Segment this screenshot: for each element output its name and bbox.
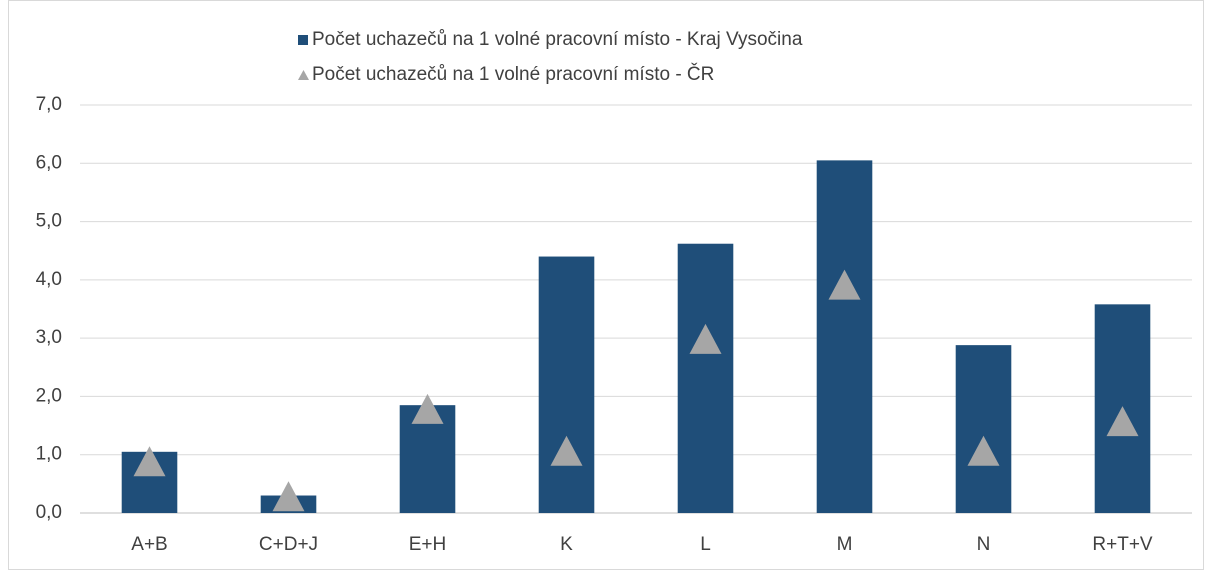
bar	[816, 160, 873, 513]
y-tick-label: 5,0	[36, 211, 62, 232]
x-tick-label: K	[560, 534, 573, 555]
x-tick-label: N	[977, 534, 991, 555]
triangle-marker	[689, 323, 722, 354]
x-tick-label: C+D+J	[259, 534, 318, 555]
x-tick-label: M	[837, 534, 853, 555]
triangle-marker	[133, 446, 166, 477]
y-tick-label: 2,0	[36, 385, 62, 406]
y-tick-label: 4,0	[36, 269, 62, 290]
y-tick-label: 0,0	[36, 502, 62, 523]
legend-label: Počet uchazečů na 1 volné pracovní místo…	[312, 29, 803, 50]
y-tick-label: 1,0	[36, 444, 62, 465]
y-tick-label: 3,0	[36, 327, 62, 348]
triangle-marker	[967, 435, 1000, 466]
y-tick-label: 7,0	[36, 94, 62, 115]
chart-frame	[8, 0, 1204, 570]
bar	[538, 256, 595, 513]
bar	[677, 243, 734, 513]
x-tick-label: L	[700, 534, 711, 555]
x-tick-label: R+T+V	[1092, 534, 1153, 555]
triangle-marker	[1106, 406, 1139, 437]
triangle-marker	[272, 481, 305, 512]
legend-swatch	[298, 70, 309, 80]
legend-label: Počet uchazečů na 1 volné pracovní místo…	[312, 63, 714, 85]
triangle-marker	[550, 435, 583, 466]
x-tick-label: A+B	[131, 534, 167, 555]
bar	[955, 345, 1012, 513]
y-tick-label: 6,0	[36, 152, 62, 173]
triangle-marker	[411, 393, 444, 424]
legend-swatch	[298, 35, 308, 45]
x-tick-label: E+H	[409, 534, 447, 555]
triangle-marker	[828, 269, 861, 300]
